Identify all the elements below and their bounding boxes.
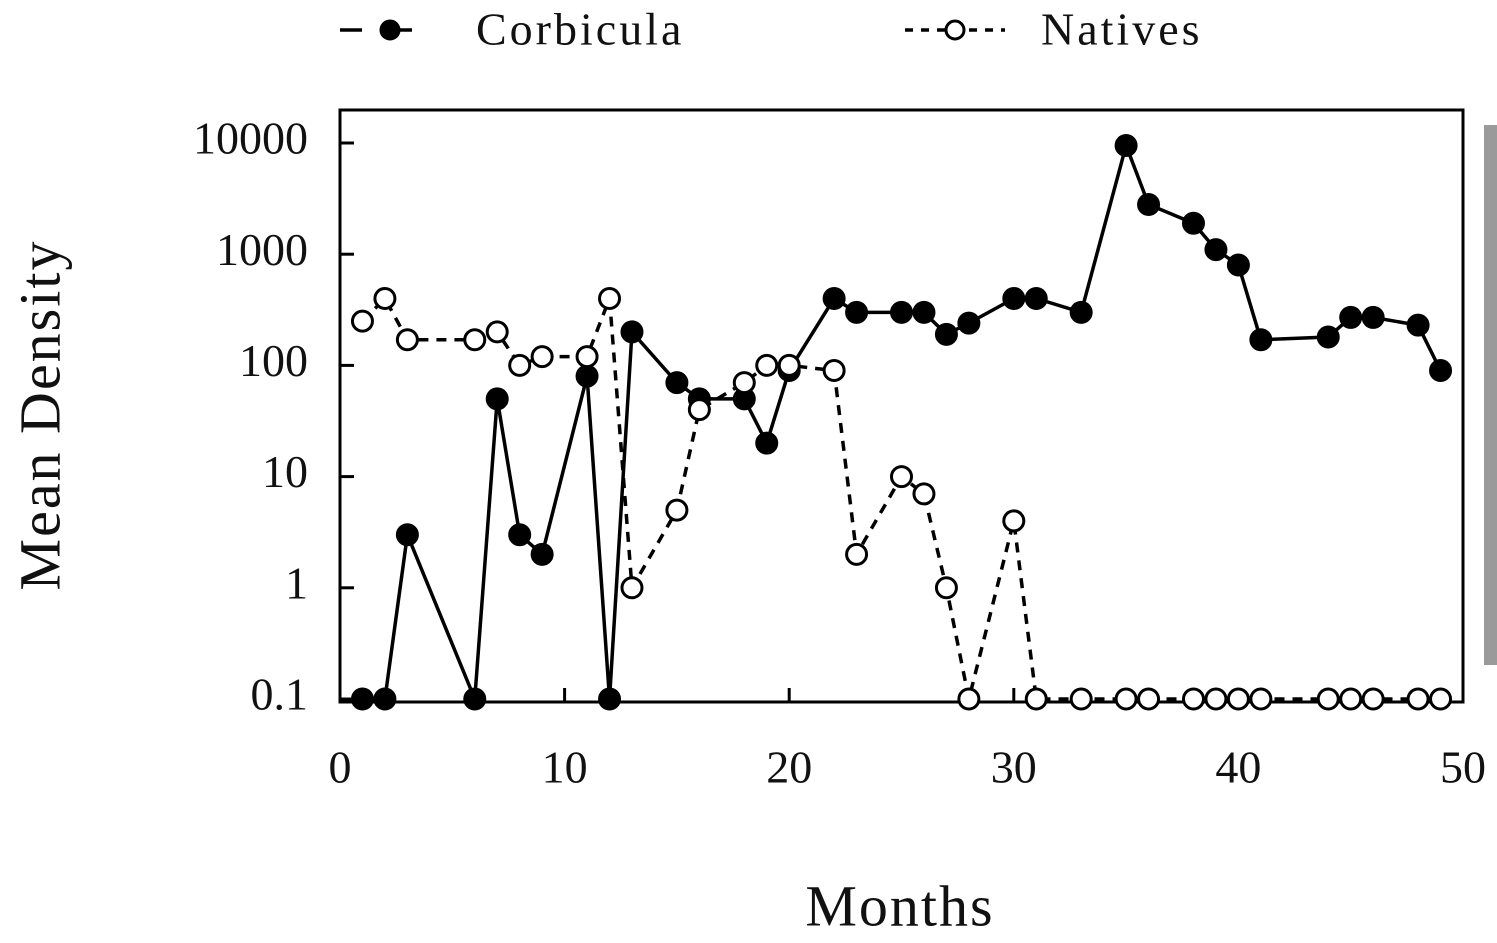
data-point	[510, 525, 530, 545]
data-point	[1228, 255, 1248, 275]
data-point	[600, 689, 620, 709]
y-tick-label: 100	[239, 335, 308, 386]
data-point	[1341, 689, 1361, 709]
data-point	[397, 330, 417, 350]
y-tick-label: 1000	[216, 224, 308, 275]
data-point	[1251, 689, 1271, 709]
x-tick-label: 30	[991, 742, 1037, 793]
data-point	[1071, 302, 1091, 322]
data-point	[914, 484, 934, 504]
data-point	[1431, 689, 1451, 709]
data-point	[1408, 689, 1428, 709]
data-point	[757, 433, 777, 453]
scan-edge	[1484, 125, 1497, 665]
data-point	[779, 355, 799, 375]
x-axis-title: Months	[805, 873, 994, 938]
data-point	[959, 689, 979, 709]
data-point	[1116, 135, 1136, 155]
data-point	[1004, 511, 1024, 531]
data-point	[1139, 689, 1159, 709]
y-axis-title: Mean Density	[7, 240, 72, 591]
data-point	[352, 311, 372, 331]
data-point	[622, 322, 642, 342]
data-point	[824, 360, 844, 380]
data-point	[914, 302, 934, 322]
data-point	[1408, 315, 1428, 335]
data-point	[577, 347, 597, 367]
data-point	[689, 400, 709, 420]
data-point	[1206, 240, 1226, 260]
data-point	[1363, 307, 1383, 327]
data-point	[1183, 689, 1203, 709]
data-point	[532, 347, 552, 367]
data-point	[465, 330, 485, 350]
chart: Months Mean Density 0.1 1 10 100 1000 10000 0 1…	[0, 0, 1497, 943]
data-point	[1116, 689, 1136, 709]
data-point	[622, 578, 642, 598]
data-point	[397, 525, 417, 545]
data-point	[352, 689, 372, 709]
data-point	[487, 322, 507, 342]
y-tick-label: 10	[262, 446, 308, 497]
data-point	[959, 313, 979, 333]
data-point	[465, 689, 485, 709]
data-point	[1363, 689, 1383, 709]
x-tick-label: 40	[1215, 742, 1261, 793]
y-tick-label: 0.1	[251, 669, 309, 720]
data-point	[1026, 288, 1046, 308]
legend-label: Natives	[1041, 4, 1203, 55]
data-point	[1341, 307, 1361, 327]
data-point	[847, 302, 867, 322]
data-point	[577, 366, 597, 386]
data-point	[667, 373, 687, 393]
data-point	[1251, 330, 1271, 350]
x-tick-label: 10	[542, 742, 588, 793]
data-point	[847, 544, 867, 564]
data-point	[510, 355, 530, 375]
x-tick-label: 0	[329, 742, 352, 793]
data-point	[600, 288, 620, 308]
data-point	[1206, 689, 1226, 709]
data-point	[824, 288, 844, 308]
data-point	[1139, 194, 1159, 214]
legend-label: Corbicula	[476, 4, 684, 55]
data-point	[375, 288, 395, 308]
data-point	[936, 324, 956, 344]
data-point	[892, 302, 912, 322]
data-point	[1318, 689, 1338, 709]
x-tick-label: 20	[766, 742, 812, 793]
data-point	[892, 467, 912, 487]
data-point	[1183, 213, 1203, 233]
legend-marker	[946, 21, 964, 39]
data-point	[1228, 689, 1248, 709]
series-line	[362, 145, 1440, 699]
data-point	[1026, 689, 1046, 709]
data-point	[734, 373, 754, 393]
plot-frame	[340, 110, 1463, 702]
page: {"chart_data": {"type": "line", "x_label…	[0, 0, 1497, 943]
data-point	[532, 544, 552, 564]
data-point	[667, 500, 687, 520]
data-point	[1431, 360, 1451, 380]
y-tick-label: 1	[285, 557, 308, 608]
data-point	[1318, 327, 1338, 347]
data-point	[1004, 288, 1024, 308]
data-point	[757, 355, 777, 375]
y-tick-label: 10000	[193, 113, 308, 164]
legend-marker	[381, 21, 399, 39]
x-tick-label: 50	[1440, 742, 1486, 793]
data-point	[936, 578, 956, 598]
data-point	[375, 689, 395, 709]
data-point	[1071, 689, 1091, 709]
data-point	[487, 389, 507, 409]
